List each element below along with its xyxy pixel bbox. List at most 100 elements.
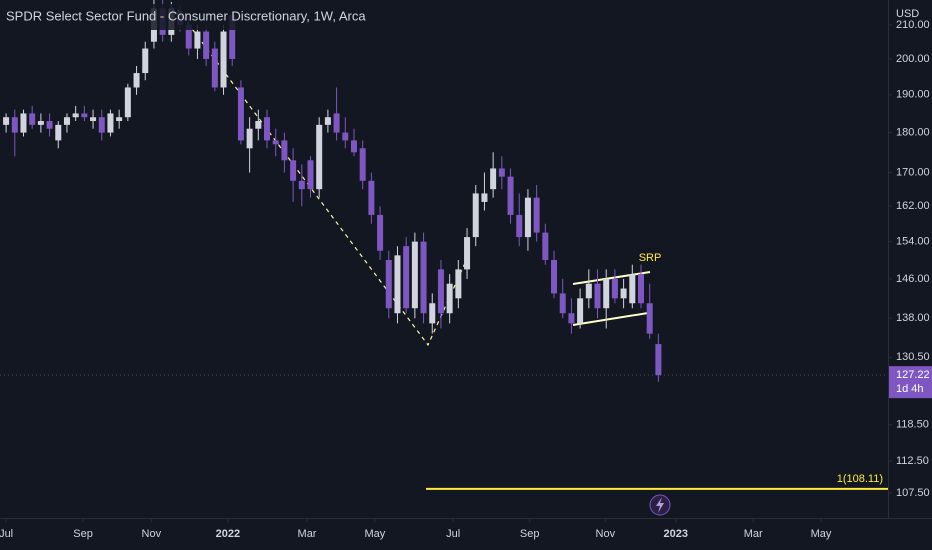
- candle-body: [133, 73, 140, 88]
- candle-body: [72, 113, 79, 118]
- candles: [3, 0, 662, 382]
- candle-body: [498, 168, 505, 177]
- candle-body: [298, 180, 305, 190]
- candle-body: [394, 255, 401, 314]
- x-tick-label: May: [364, 528, 385, 540]
- y-tick-label: 170.00: [896, 166, 930, 178]
- x-tick-label: Jul: [0, 528, 13, 540]
- candle-body: [594, 283, 601, 309]
- candle-body: [507, 176, 514, 215]
- candle-body: [255, 121, 262, 129]
- x-tick-label: Jul: [446, 528, 460, 540]
- candle-body: [568, 313, 575, 324]
- candle-body: [646, 303, 653, 334]
- candle-body: [220, 31, 227, 88]
- candle-body: [185, 24, 192, 49]
- candle-body: [490, 168, 497, 190]
- candle-body: [446, 283, 453, 314]
- candle-body: [229, 14, 236, 59]
- y-tick-label: 190.00: [896, 89, 930, 101]
- candle-body: [63, 117, 70, 125]
- candle-body: [3, 117, 10, 125]
- candle-body: [107, 113, 114, 133]
- candle-body: [290, 160, 297, 181]
- candle-body: [464, 237, 471, 270]
- candle-body: [429, 303, 436, 324]
- countdown: 1d 4h: [896, 383, 924, 395]
- x-tick-label: Nov: [596, 528, 616, 540]
- candle-body: [142, 48, 149, 74]
- candle-body: [359, 148, 366, 181]
- candle-body: [124, 87, 131, 118]
- x-tick-label: May: [811, 528, 832, 540]
- y-tick-label: 112.50: [896, 455, 929, 467]
- level-label: 1(108.11): [837, 473, 883, 485]
- candle-body: [516, 214, 523, 238]
- y-tick-label: 162.00: [896, 200, 930, 212]
- y-tick-label: 210.00: [896, 19, 930, 31]
- candle-body: [411, 241, 418, 309]
- y-tick-label: 130.50: [896, 351, 930, 363]
- last-price-badge: [889, 366, 932, 399]
- y-tick-label: 154.00: [896, 236, 930, 248]
- channel-line: [572, 312, 649, 326]
- candle-body: [324, 117, 331, 125]
- candle-body: [333, 113, 340, 133]
- candle-body: [264, 117, 271, 141]
- candle-body: [203, 31, 210, 59]
- candle-body: [316, 124, 323, 190]
- candle-body: [350, 140, 357, 153]
- candle-body: [211, 48, 218, 88]
- y-tick-label: 180.00: [896, 126, 930, 138]
- candle-body: [403, 246, 410, 309]
- candle-body: [533, 197, 540, 233]
- candle-body: [29, 113, 36, 125]
- candle-body: [620, 288, 627, 299]
- candle-body: [194, 31, 201, 49]
- x-tick-label: Mar: [298, 528, 317, 540]
- x-tick-label: 2023: [664, 528, 688, 540]
- candle-body: [611, 278, 618, 299]
- y-tick-label: 200.00: [896, 53, 930, 65]
- candle-body: [385, 260, 392, 309]
- channel-line: [572, 271, 651, 285]
- candle-body: [551, 260, 558, 294]
- candle-body: [307, 160, 314, 190]
- candle-body: [246, 128, 253, 149]
- candle-body: [629, 274, 636, 304]
- candle-body: [637, 274, 644, 304]
- x-tick-label: Mar: [744, 528, 763, 540]
- x-tick-label: Nov: [142, 528, 162, 540]
- y-tick-label: 107.50: [896, 487, 930, 499]
- y-tick-label: 138.00: [896, 312, 930, 324]
- annotation: SRP: [639, 252, 662, 264]
- candle-body: [116, 117, 123, 122]
- candle-body: [559, 293, 566, 314]
- candle-body: [46, 121, 53, 129]
- title-backdrop: [0, 4, 298, 30]
- candle-body: [472, 193, 479, 238]
- currency: USD: [896, 8, 919, 20]
- candle-body: [20, 113, 27, 133]
- chart-title: SPDR Select Sector Fund - Consumer Discr…: [6, 8, 366, 23]
- candle-body: [524, 197, 531, 238]
- candle-body: [90, 117, 97, 122]
- candle-body: [437, 269, 444, 314]
- x-tick-label: Sep: [73, 528, 93, 540]
- candle-body: [481, 193, 488, 202]
- candle-body: [281, 140, 288, 161]
- last-price-label: 127.22: [896, 369, 930, 381]
- x-tick-label: 2022: [216, 528, 240, 540]
- y-tick-label: 146.00: [896, 273, 930, 285]
- candle-body: [11, 117, 18, 133]
- candle-body: [577, 298, 584, 324]
- candle-body: [377, 214, 384, 251]
- candle-body: [98, 117, 105, 133]
- candle-body: [585, 283, 592, 299]
- candle-body: [37, 121, 44, 125]
- candle-body: [237, 87, 244, 141]
- event-icon-bolt: [656, 497, 664, 513]
